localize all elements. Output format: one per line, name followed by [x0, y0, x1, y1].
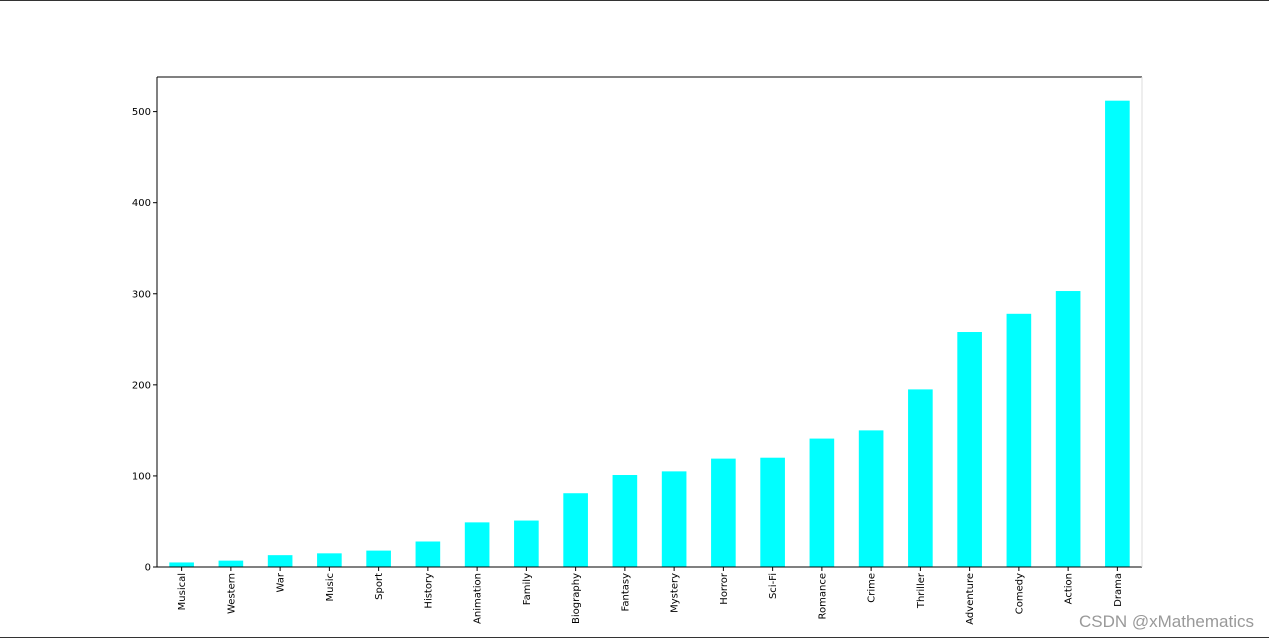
x-tick-label: Crime: [867, 573, 878, 603]
x-tick-label: Sci-Fi: [768, 573, 779, 599]
bar: [1006, 313, 1032, 567]
bar: [957, 332, 982, 567]
bar: [267, 555, 293, 567]
x-tick-label: War: [276, 572, 287, 592]
bar: [464, 522, 490, 567]
x-tick-label: Biography: [571, 573, 582, 624]
y-tick-label: 400: [132, 198, 151, 209]
bar: [415, 541, 441, 567]
bar: [661, 471, 687, 567]
x-tick-label: Mystery: [670, 573, 681, 613]
x-tick-label: Drama: [1113, 573, 1124, 607]
bar: [169, 562, 194, 567]
y-tick-label: 0: [145, 563, 151, 574]
bar: [1105, 100, 1130, 567]
x-tick-label: Animation: [473, 573, 484, 624]
bar: [366, 550, 391, 567]
x-tick-label: Horror: [719, 572, 730, 605]
y-tick-label: 500: [132, 107, 151, 118]
x-tick-label: Romance: [817, 573, 828, 619]
y-tick-label: 200: [132, 380, 151, 391]
x-tick-label: Thriller: [916, 572, 927, 609]
x-tick-label: Western: [226, 573, 237, 614]
bar: [809, 438, 835, 567]
x-tick-label: Musical: [177, 573, 188, 610]
bar: [563, 493, 588, 567]
y-tick-label: 100: [132, 471, 151, 482]
x-tick-label: Adventure: [965, 573, 976, 625]
y-tick-label: 300: [132, 289, 151, 300]
x-tick-label: Family: [522, 573, 533, 605]
x-tick-label: Sport: [374, 573, 385, 600]
bar: [317, 553, 342, 567]
bar: [514, 520, 539, 567]
x-tick-label: Action: [1064, 573, 1075, 604]
watermark: CSDN @xMathematics: [1079, 612, 1254, 631]
bar: [711, 458, 736, 567]
bar: [760, 457, 785, 567]
x-tick-label: History: [423, 573, 434, 609]
x-tick-label: Music: [325, 573, 336, 601]
x-tick-label: Fantasy: [620, 573, 631, 612]
bar: [1055, 291, 1081, 567]
bar: [908, 389, 933, 567]
bar: [218, 560, 244, 567]
bar: [858, 430, 884, 567]
bar: [612, 475, 638, 567]
x-tick-label: Comedy: [1014, 573, 1025, 614]
